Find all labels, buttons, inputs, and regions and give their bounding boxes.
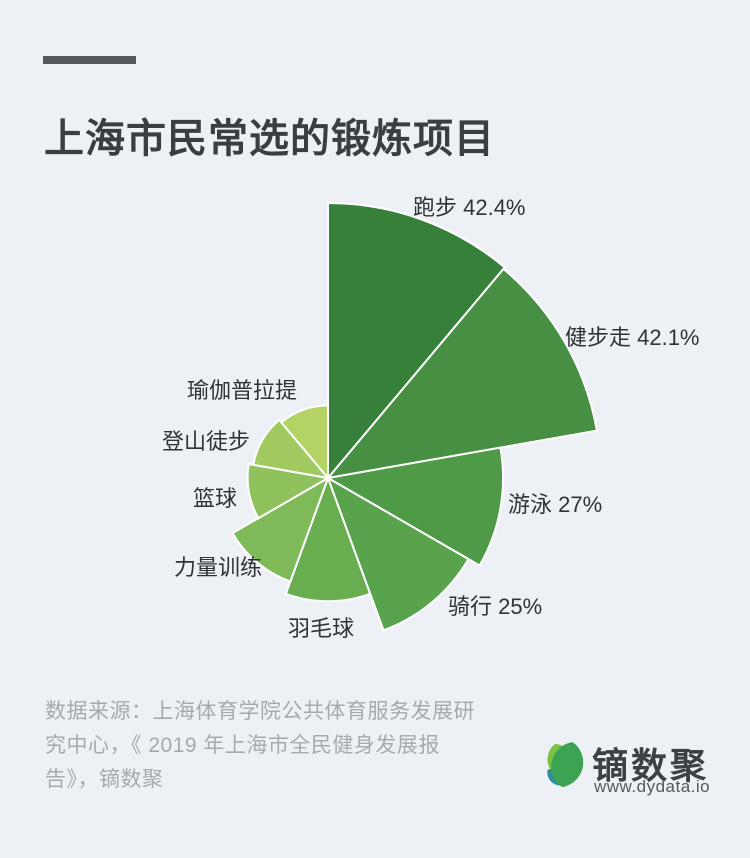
brand-logo: 镝数聚 www.dydata.io [538,733,750,803]
slice-running [327,202,506,479]
page-title: 上海市民常选的锻炼项目 [44,116,495,161]
slice-brisk-walking [327,267,598,479]
brand-name: 镝数聚 [592,745,710,786]
slice-hiking [252,418,329,479]
dydata-leaf-icon [547,741,584,788]
slice-yoga-pilates [280,404,329,479]
slice-cycling [327,477,470,632]
slice-badminton [284,477,372,603]
data-source-text: 数据来源：上海体育学院公共体育服务发展研究中心，《 2019 年上海市全民健身发… [45,700,475,791]
slice-basketball [246,463,329,520]
slice-swimming [327,446,505,567]
accent-bar [43,56,136,64]
brand-website: www.dydata.io [594,777,711,796]
slice-strength-training [231,477,329,583]
rose-chart-slices [231,202,598,632]
